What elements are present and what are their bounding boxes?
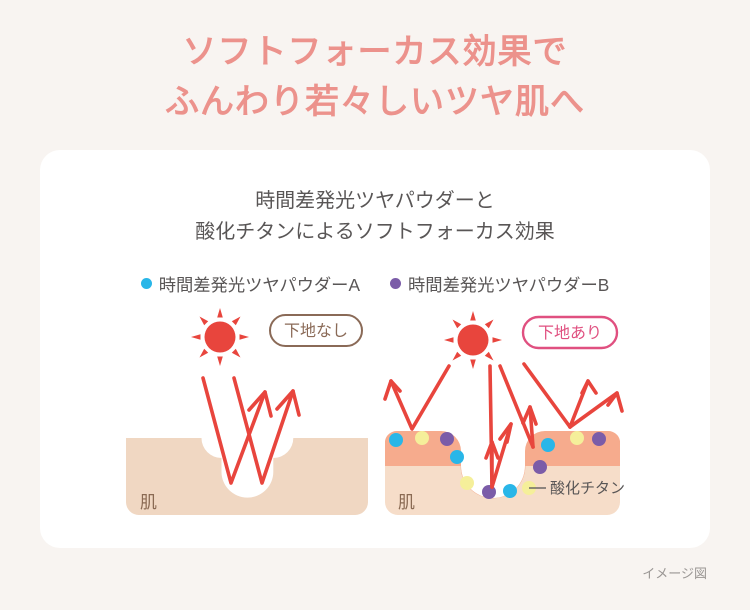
svg-text:下地あり: 下地あり	[538, 324, 602, 342]
svg-text:下地なし: 下地なし	[284, 322, 348, 340]
svg-text:酸化チタン: 酸化チタン	[550, 480, 625, 497]
svg-text:肌: 肌	[398, 493, 415, 512]
svg-text:肌: 肌	[140, 493, 157, 512]
